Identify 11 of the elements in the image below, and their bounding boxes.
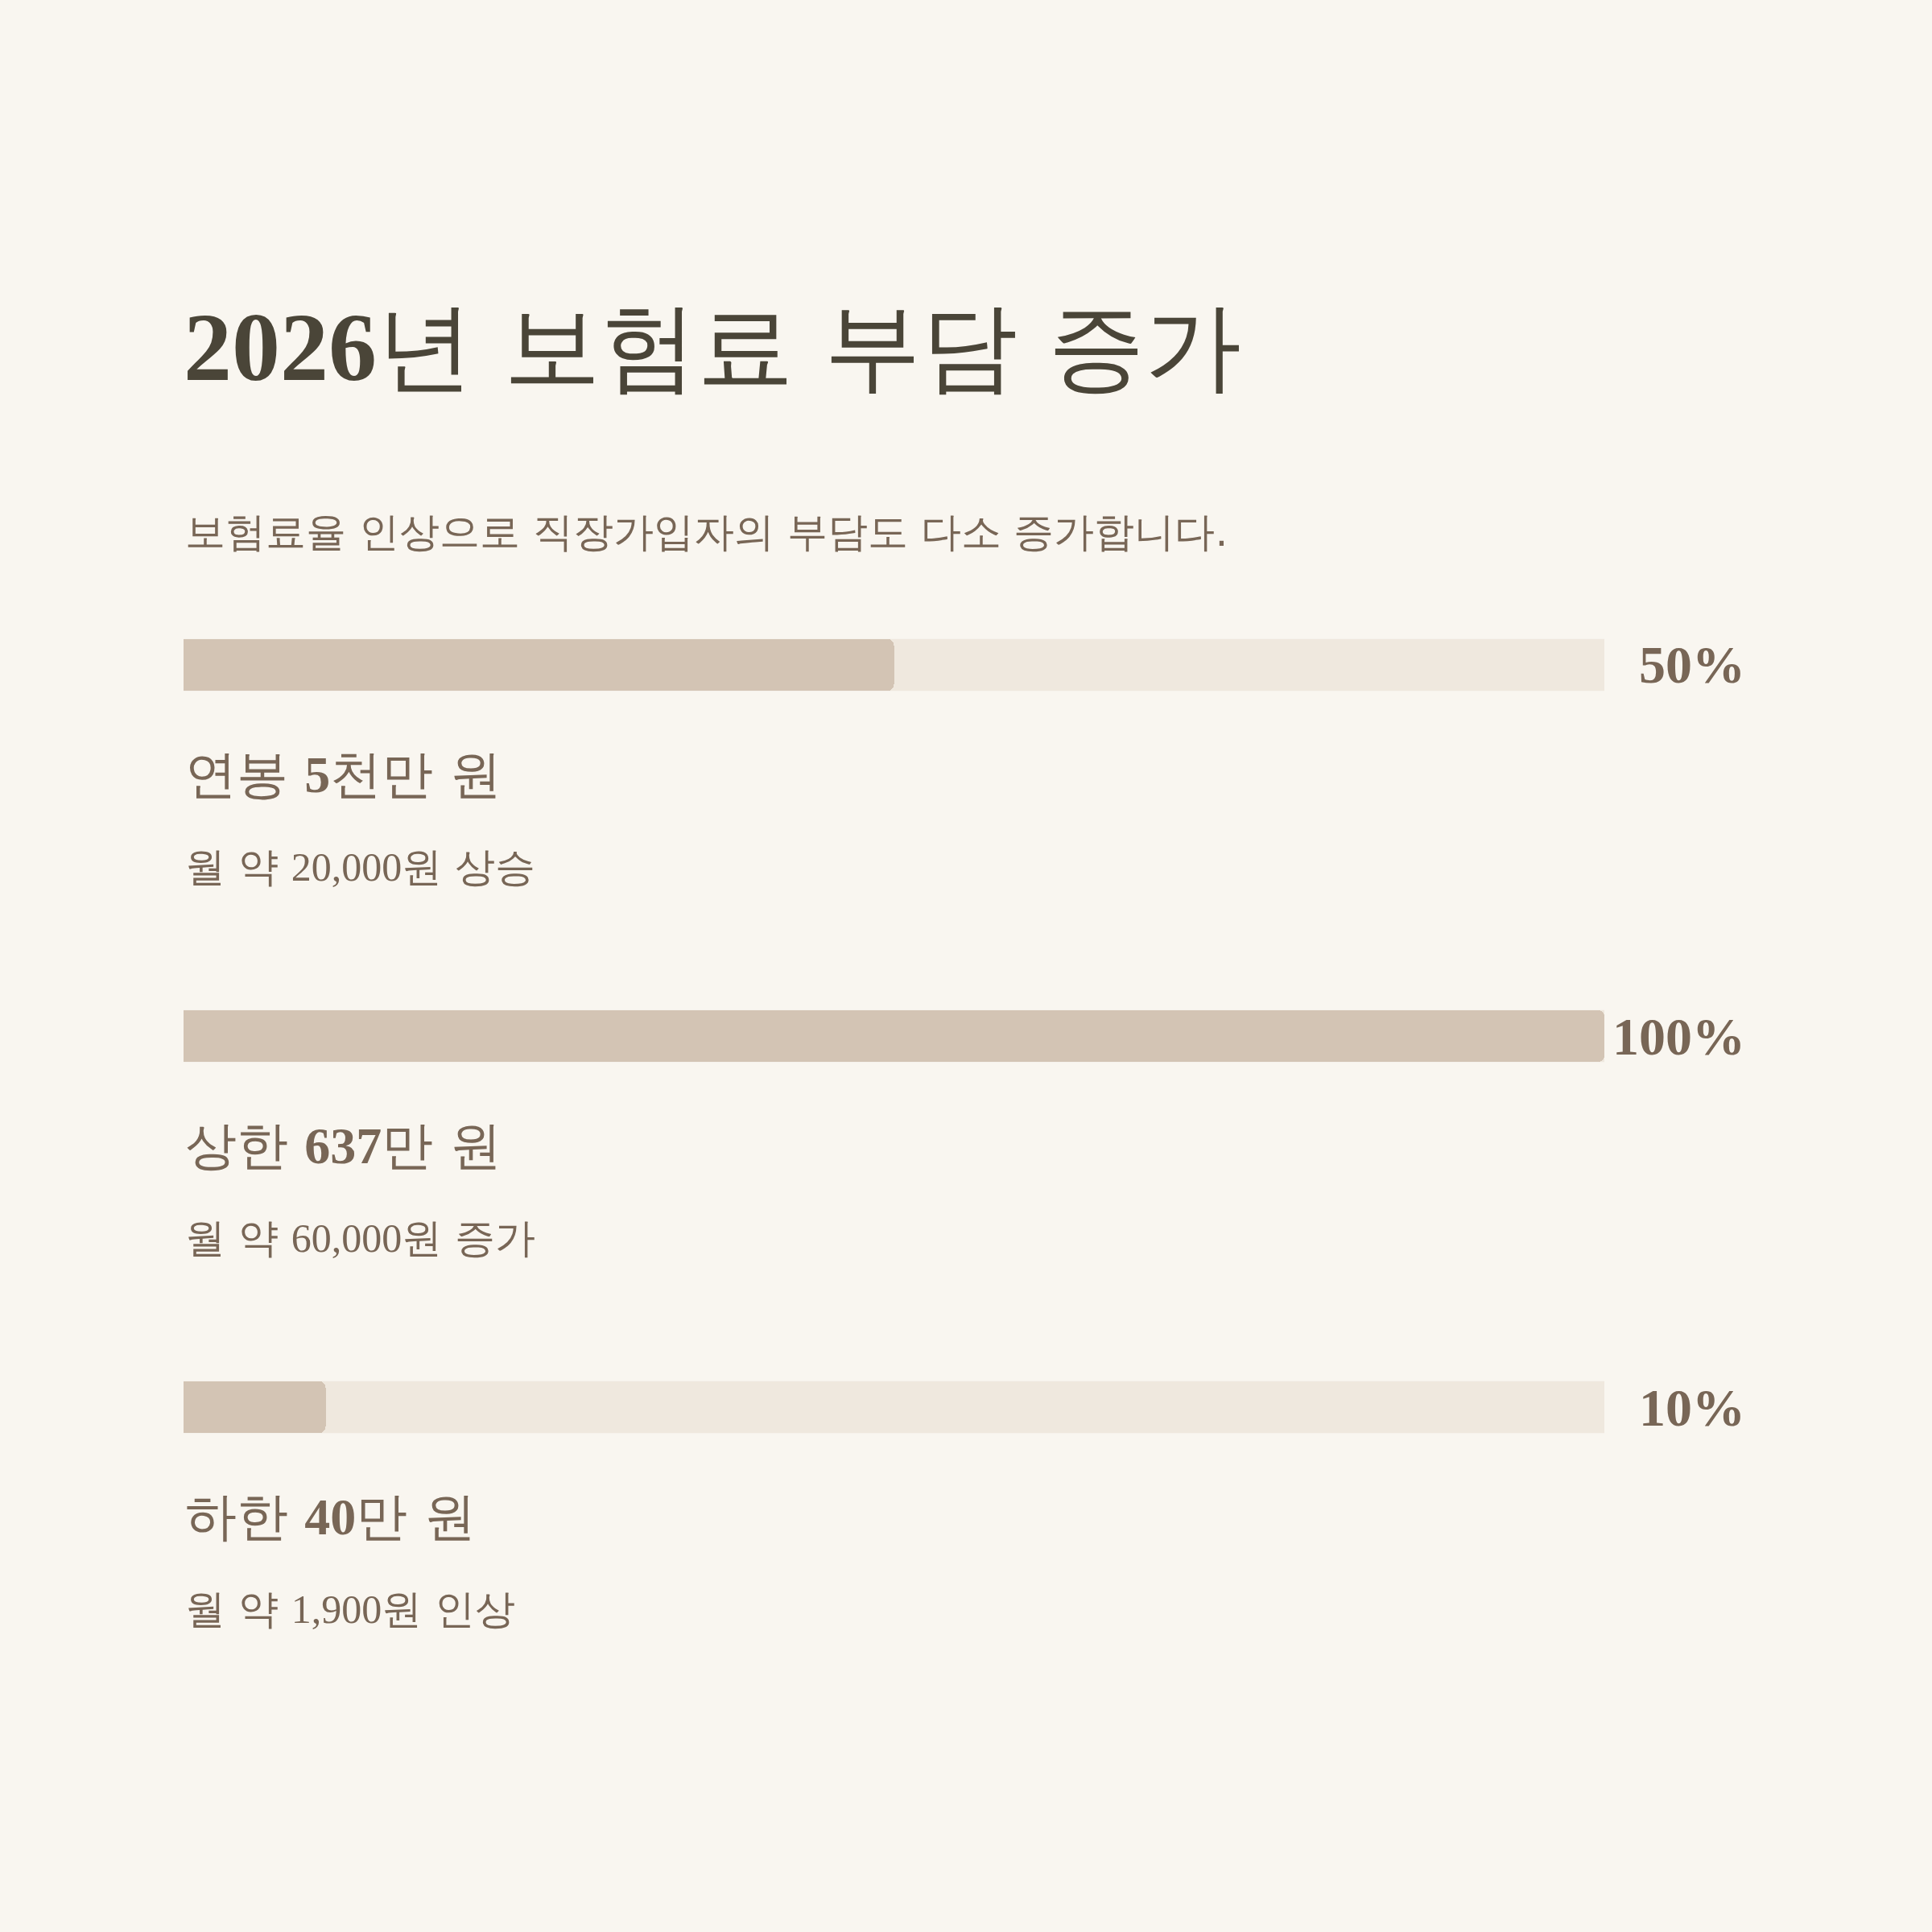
y-tick-label: 연봉 5천만 원 [185,745,502,804]
annotation: 월 약 60,000원 증가 [185,1215,536,1261]
data-label: 10% [1639,1378,1745,1437]
chart-title: 2026년 보험료 부담 증가 [184,291,1242,402]
y-tick-label: 상한 637만 원 [185,1116,502,1175]
data-label: 100% [1612,1007,1745,1066]
annotation: 월 약 20,000원 상승 [185,844,536,890]
chart-subtitle: 보험료율 인상으로 직장가입자의 부담도 다소 증가합니다. [185,509,1228,555]
data-label: 50% [1639,635,1745,694]
annotation: 월 약 1,900원 인상 [185,1586,516,1633]
y-tick-label: 하한 40만 원 [185,1487,476,1546]
